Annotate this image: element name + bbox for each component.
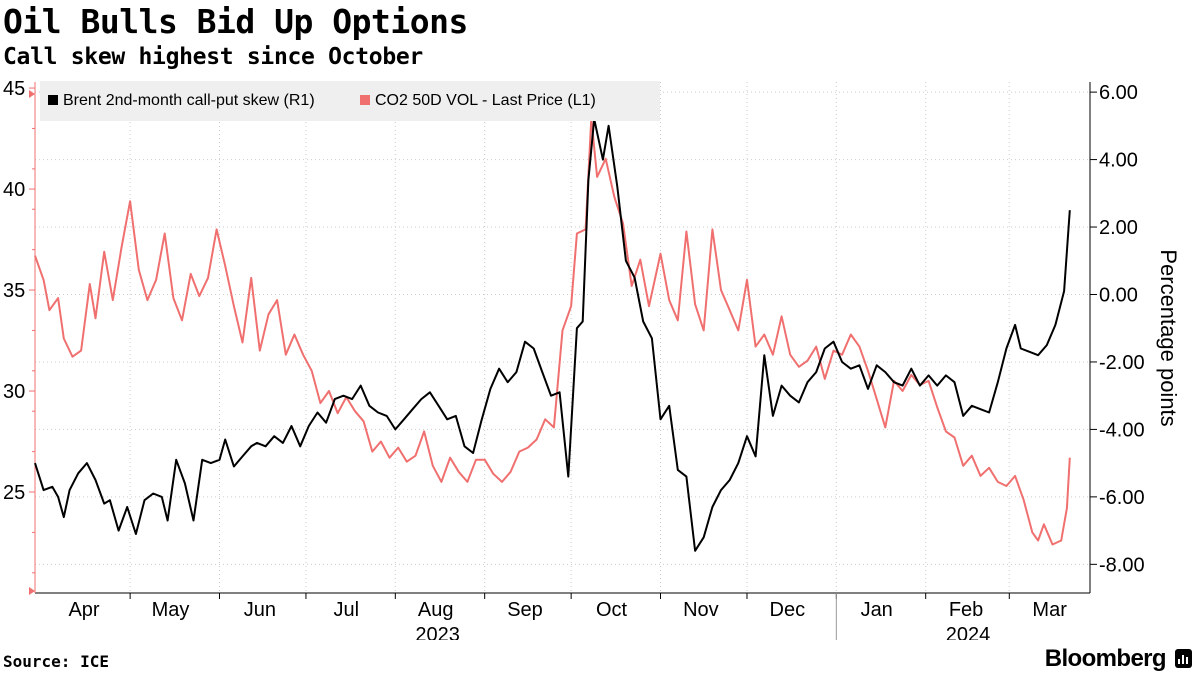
series-line-co2 [34,117,1071,546]
bloomberg-logo: Bloomberg [1044,645,1167,672]
right-tick-label: -8.00 [1099,554,1145,576]
left-tick-label: 40 [3,179,25,201]
bloomberg-terminal-icon [1175,649,1192,668]
left-tick-label: 25 [3,482,25,504]
legend-item-brent: Brent 2nd-month call-put skew (R1) [48,92,315,110]
x-tick-label: Jul [334,599,360,621]
x-tick-label: Apr [68,599,99,621]
right-axis-title-text: Percentage points [1156,248,1181,427]
series-layer [34,117,1071,552]
x-tick-label: Dec [770,599,806,621]
label-layer: 6.00 4.00 2.00 0.00 -2.00 -4.00 -6.00 -8.00 45 40… [3,78,1145,640]
x-tick-label: May [152,599,190,621]
legend-item-co2: CO2 50D VOL - Last Price (L1) [360,92,596,110]
legend-swatch-co2 [360,95,370,105]
x-tick-label: Jun [244,599,276,621]
left-axis-marker [29,587,35,595]
x-tick-label: Feb [949,599,983,621]
axis-layer [29,82,1097,640]
chart-subtitle: Call skew highest since October [3,44,423,70]
chart-legend: Brent 2nd-month call-put skew (R1) CO2 5… [40,81,660,121]
left-tick-label: 35 [3,280,25,302]
right-tick-label: 4.00 [1099,150,1138,172]
legend-label-co2: CO2 50D VOL - Last Price (L1) [375,92,596,109]
source-note: Source: ICE [3,652,109,671]
x-year-label: 2023 [415,624,460,640]
series-line-brent [34,118,1071,552]
right-tick-label: -2.00 [1099,352,1145,374]
right-tick-label: 0.00 [1099,284,1138,306]
right-axis-title: Percentage points [1148,230,1188,445]
chart-title: Oil Bulls Bid Up Options [3,2,468,41]
left-tick-label: 45 [3,78,25,100]
x-tick-label: Sep [507,599,543,621]
x-tick-label: Aug [418,599,454,621]
x-tick-label: Oct [596,599,628,621]
left-axis-marker [29,90,35,98]
right-tick-label: -4.00 [1099,419,1145,441]
x-year-label: 2024 [946,624,991,640]
legend-swatch-brent [48,95,58,105]
right-tick-label: 2.00 [1099,217,1138,239]
chart-canvas: 6.00 4.00 2.00 0.00 -2.00 -4.00 -6.00 -8.00 45 40… [3,78,1145,640]
x-tick-label: Jan [861,599,893,621]
right-tick-label: -6.00 [1099,487,1145,509]
left-tick-label: 30 [3,381,25,403]
legend-label-brent: Brent 2nd-month call-put skew (R1) [63,92,315,109]
x-tick-label: Mar [1032,599,1067,621]
right-tick-label: 6.00 [1099,82,1138,104]
x-tick-label: Nov [683,599,719,621]
